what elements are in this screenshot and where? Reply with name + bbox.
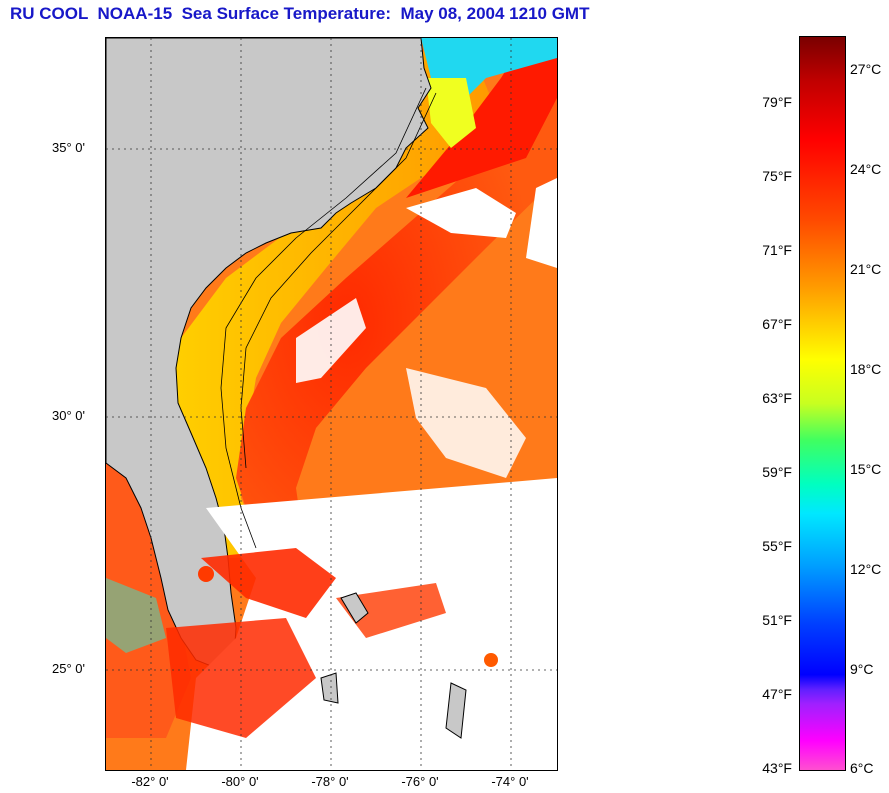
map-title: RU COOL NOAA-15 Sea Surface Temperature:… bbox=[10, 4, 590, 23]
colorbar-f-label: 63°F bbox=[762, 390, 792, 406]
lat-label-35: 35° 0' bbox=[52, 140, 85, 155]
sst-map[interactable] bbox=[105, 37, 558, 771]
colorbar-c-label: 6°C bbox=[850, 760, 874, 776]
offshore-red-band bbox=[406, 38, 557, 198]
cloud-patch-5 bbox=[526, 178, 557, 268]
lat-label-30: 30° 0' bbox=[52, 408, 85, 423]
warm-patch-a bbox=[201, 548, 336, 618]
colorbar-f-label: 71°F bbox=[762, 242, 792, 258]
bahamas-land bbox=[340, 592, 369, 624]
lon-label-76: -76° 0' bbox=[401, 774, 439, 789]
lon-label-82: -82° 0' bbox=[131, 774, 169, 789]
sst-map-canvas bbox=[106, 38, 557, 770]
colorbar-f-label: 75°F bbox=[762, 168, 792, 184]
colorbar-f-label: 55°F bbox=[762, 538, 792, 554]
colorbar-f-label: 43°F bbox=[762, 760, 792, 776]
warm-patch-e bbox=[484, 653, 498, 667]
bahamas-land-2 bbox=[320, 672, 339, 704]
warm-patch-b bbox=[166, 618, 316, 738]
warm-patch-d bbox=[198, 566, 214, 582]
lat-label-25: 25° 0' bbox=[52, 661, 85, 676]
temperature-colorbar bbox=[799, 36, 846, 771]
colorbar-f-label: 79°F bbox=[762, 94, 792, 110]
colorbar-c-label: 24°C bbox=[850, 161, 882, 177]
colorbar-c-label: 9°C bbox=[850, 661, 874, 677]
isobath-contour-2 bbox=[240, 92, 437, 469]
colorbar-c-label: 21°C bbox=[850, 261, 882, 277]
lon-label-78: -78° 0' bbox=[311, 774, 349, 789]
chesapeake-yellow bbox=[426, 78, 476, 148]
cloud-patch-2 bbox=[296, 298, 366, 383]
colorbar-f-label: 47°F bbox=[762, 686, 792, 702]
warm-patch-c bbox=[336, 583, 446, 638]
colorbar-f-label: 51°F bbox=[762, 612, 792, 628]
colorbar-c-label: 18°C bbox=[850, 361, 882, 377]
graticule bbox=[106, 38, 557, 770]
colorbar-f-label: 59°F bbox=[762, 464, 792, 480]
cloud-patch-3 bbox=[406, 368, 526, 478]
colorbar-c-label: 12°C bbox=[850, 561, 882, 577]
land-mainland bbox=[106, 38, 432, 669]
colorbar-c-label: 27°C bbox=[850, 61, 882, 77]
colorbar-f-label: 67°F bbox=[762, 316, 792, 332]
lon-label-80: -80° 0' bbox=[221, 774, 259, 789]
lon-label-74: -74° 0' bbox=[491, 774, 529, 789]
bahamas-land-3 bbox=[445, 682, 467, 739]
cloud-patch-1 bbox=[406, 188, 516, 238]
colorbar-c-label: 15°C bbox=[850, 461, 882, 477]
